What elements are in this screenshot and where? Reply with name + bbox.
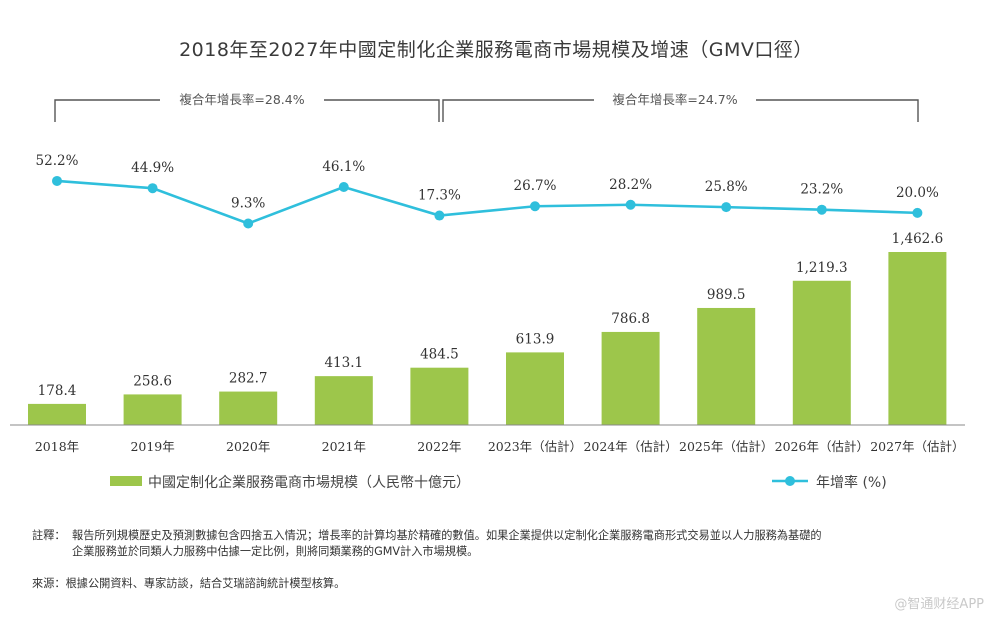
chart-title: 2018年至2027年中國定制化企業服務電商市場規模及增速（GMV口徑） <box>179 39 813 61</box>
source-note: 來源：根據公開資料、專家訪談，結合艾瑞諮詢統計模型核算。 <box>32 576 345 590</box>
watermark: @智通财经APP <box>894 597 984 612</box>
rate-point <box>530 201 540 212</box>
x-tick-label: 2023年（估計） <box>488 439 582 454</box>
rate-value-label: 28.2% <box>609 177 652 193</box>
rate-value-label: 9.3% <box>231 195 265 211</box>
bar-5 <box>410 367 469 425</box>
rate-value-label: 20.0% <box>896 185 939 201</box>
rate-value-label: 46.1% <box>322 159 365 175</box>
x-tick-label: 2021年 <box>322 439 366 454</box>
legend: 中國定制化企業服務電商市場規模（人民幣十億元） 年增率 (%) <box>110 474 887 491</box>
bar-value-label: 1,219.3 <box>796 260 848 276</box>
bar-8 <box>697 307 756 425</box>
rate-point <box>147 183 158 194</box>
bar-value-label: 613.9 <box>516 331 555 347</box>
bar-7 <box>601 331 660 425</box>
bar-value-label: 258.6 <box>133 373 172 389</box>
note-line-2: 企業服務並於同類人力服務中估據一定比例，則將同類業務的GMV計入市場規模。 <box>72 544 478 558</box>
bar-value-label: 484.5 <box>420 347 459 363</box>
rate-point <box>625 199 636 210</box>
bar-value-label: 282.7 <box>229 371 268 387</box>
bar-1 <box>28 403 86 425</box>
legend-line-label: 年增率 (%) <box>816 474 887 491</box>
legend-bar-swatch <box>110 476 142 486</box>
x-tick-label: 2027年（估計） <box>870 439 964 454</box>
legend-line-marker <box>785 476 795 486</box>
x-tick-label: 2019年 <box>130 439 174 454</box>
bar-3 <box>219 391 278 425</box>
cagr-right-label: 複合年增長率=24.7% <box>612 92 737 107</box>
rate-value-label: 17.3% <box>418 188 461 204</box>
bar-value-label: 989.5 <box>707 287 746 303</box>
bar-value-label: 786.8 <box>611 311 650 327</box>
rate-value-label: 23.2% <box>800 182 843 198</box>
bar-value-label: 413.1 <box>324 355 363 371</box>
x-tick-label: 2022年 <box>417 439 461 454</box>
x-tick-label: 2026年（估計） <box>775 439 869 454</box>
rate-value-label: 52.2% <box>36 153 79 169</box>
bar-value-label: 178.4 <box>38 383 77 399</box>
cagr-bracket-right: 複合年增長率=24.7% <box>442 92 919 122</box>
rate-point <box>816 204 827 215</box>
rate-point <box>52 175 62 186</box>
note-label: 註釋： <box>32 529 66 542</box>
cagr-bracket-left: 複合年增長率=28.4% <box>54 92 440 122</box>
bar-value-labels: 178.4 258.6 282.7 413.1 484.5 613.9 786.8 989.5… <box>38 231 943 399</box>
bar-value-label: 1,462.6 <box>892 231 944 247</box>
rate-value-label: 44.9% <box>131 160 174 176</box>
bar-series <box>28 252 947 425</box>
x-tick-label: 2018年 <box>35 439 79 454</box>
bar-10 <box>888 252 947 425</box>
rate-point <box>912 207 923 218</box>
rate-value-label: 25.8% <box>705 179 748 195</box>
rate-line <box>56 179 918 225</box>
bar-4 <box>314 376 373 425</box>
footnotes: 註釋： 報告所列規模歷史及預測數據包含四捨五入情況；增長率的計算均基於精確的數值… <box>32 528 822 590</box>
cagr-left-label: 複合年增長率=28.4% <box>179 92 304 107</box>
rate-point <box>243 218 254 229</box>
bar-6 <box>506 352 564 425</box>
note-line-1: 報告所列規模歷史及預測數據包含四捨五入情況；增長率的計算均基於精確的數值。如果企… <box>72 528 822 542</box>
x-axis-tick-labels: 2018年 2019年 2020年 2021年 2022年 2023年（估計） 2024年（… <box>35 439 965 454</box>
legend-bar-label: 中國定制化企業服務電商市場規模（人民幣十億元） <box>148 474 470 491</box>
rate-point <box>721 202 732 213</box>
x-tick-label: 2025年（估計） <box>679 439 773 454</box>
x-tick-label: 2020年 <box>226 439 270 454</box>
bar-9 <box>792 280 851 425</box>
rate-point <box>434 210 445 221</box>
x-tick-label: 2024年（估計） <box>583 439 677 454</box>
bar-2 <box>123 394 182 425</box>
rate-point <box>338 182 349 193</box>
rate-value-label: 26.7% <box>514 178 557 194</box>
rate-series: 52.2% 44.9% 9.3% 46.1% 17.3% 26.7% 28.2% 25.8% 2… <box>36 153 939 229</box>
